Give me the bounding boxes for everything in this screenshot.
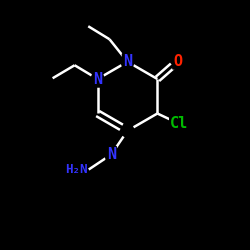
Text: N: N — [93, 72, 102, 86]
Text: N: N — [107, 147, 116, 162]
Text: O: O — [173, 54, 182, 68]
Text: H₂N: H₂N — [65, 163, 88, 176]
Text: N: N — [123, 54, 132, 69]
Text: Cl: Cl — [170, 116, 188, 132]
